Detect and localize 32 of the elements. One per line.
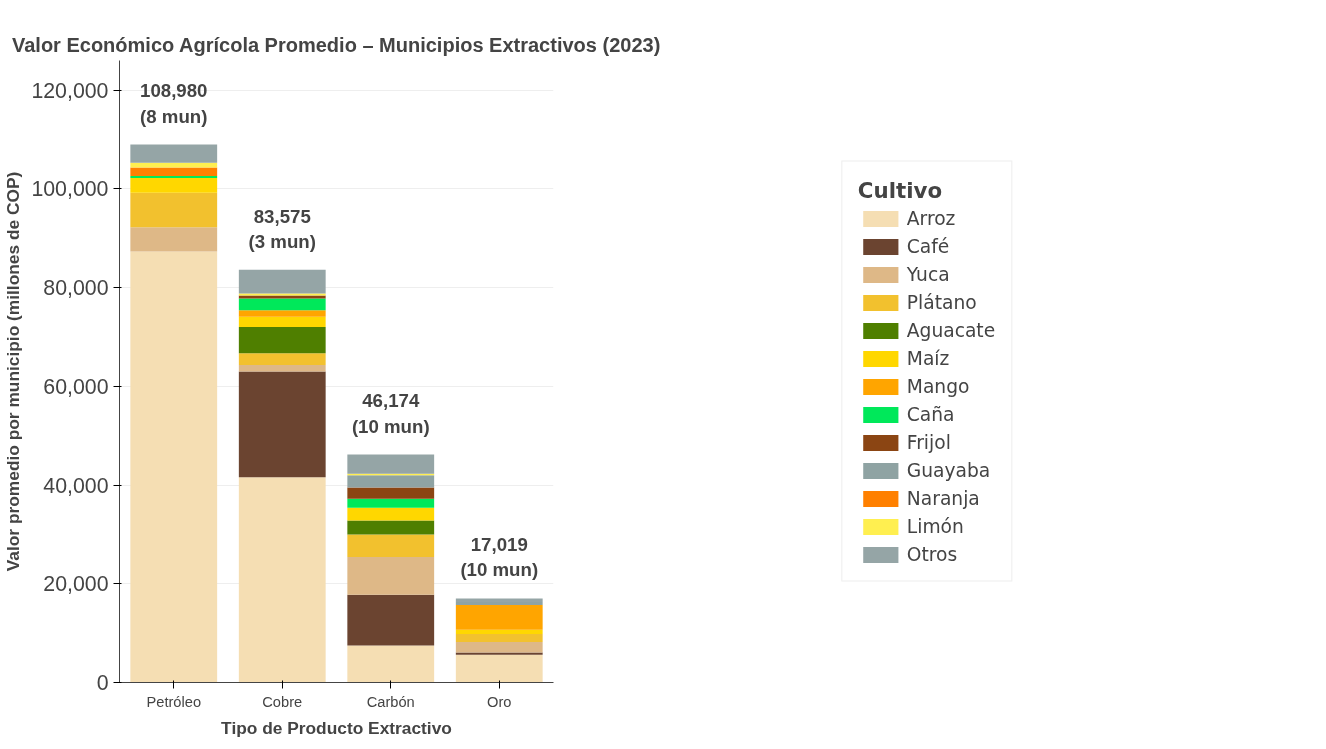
x-tick-label: Carbón — [366, 693, 415, 710]
legend-title: Cultivo — [857, 177, 944, 203]
legend-label: Café — [906, 235, 950, 257]
y-tick-label: 100,000 — [31, 177, 109, 202]
annotation: 17,019 (10 mun) — [460, 534, 539, 581]
legend-label: Aguacate — [906, 319, 996, 341]
legend-label: Limón — [906, 515, 964, 537]
y-tick-label: 0 — [96, 671, 109, 695]
y-tick-label: 40,000 — [43, 473, 109, 498]
x-tick-label: Cobre — [262, 693, 303, 710]
annotation: 108,980 (8 mun) — [140, 80, 208, 127]
legend-label: Arroz — [906, 207, 956, 229]
legend-label: Naranja — [906, 487, 980, 509]
y-tick-label: 80,000 — [43, 276, 109, 301]
legend-label: Caña — [906, 403, 955, 425]
annotation: 83,575 (3 mun) — [248, 205, 316, 252]
legend-label: Guayaba — [906, 459, 991, 481]
legend-label: Otros — [906, 543, 958, 565]
chart-title: Valor Económico Agrícola Promedio – Municipios Extractivos (2023) — [11, 33, 661, 56]
y-axis-title: Valor promedio por municipio (millones de COP) — [3, 171, 24, 572]
legend-label: Yuca — [906, 263, 950, 285]
x-axis-title: Tipo de Producto Extractivo — [221, 717, 452, 738]
annotation: 46,174 (10 mun) — [351, 390, 430, 437]
legend-label: Mango — [906, 375, 970, 397]
x-tick-label: Oro — [487, 693, 512, 710]
legend-label: Maíz — [906, 347, 950, 369]
legend-label: Plátano — [906, 291, 977, 313]
x-tick-label: Petróleo — [146, 693, 202, 710]
y-tick-label: 60,000 — [43, 374, 109, 399]
y-tick-label: 20,000 — [43, 572, 109, 597]
legend-label: Frijol — [906, 431, 951, 453]
y-tick-label: 120,000 — [31, 78, 109, 103]
